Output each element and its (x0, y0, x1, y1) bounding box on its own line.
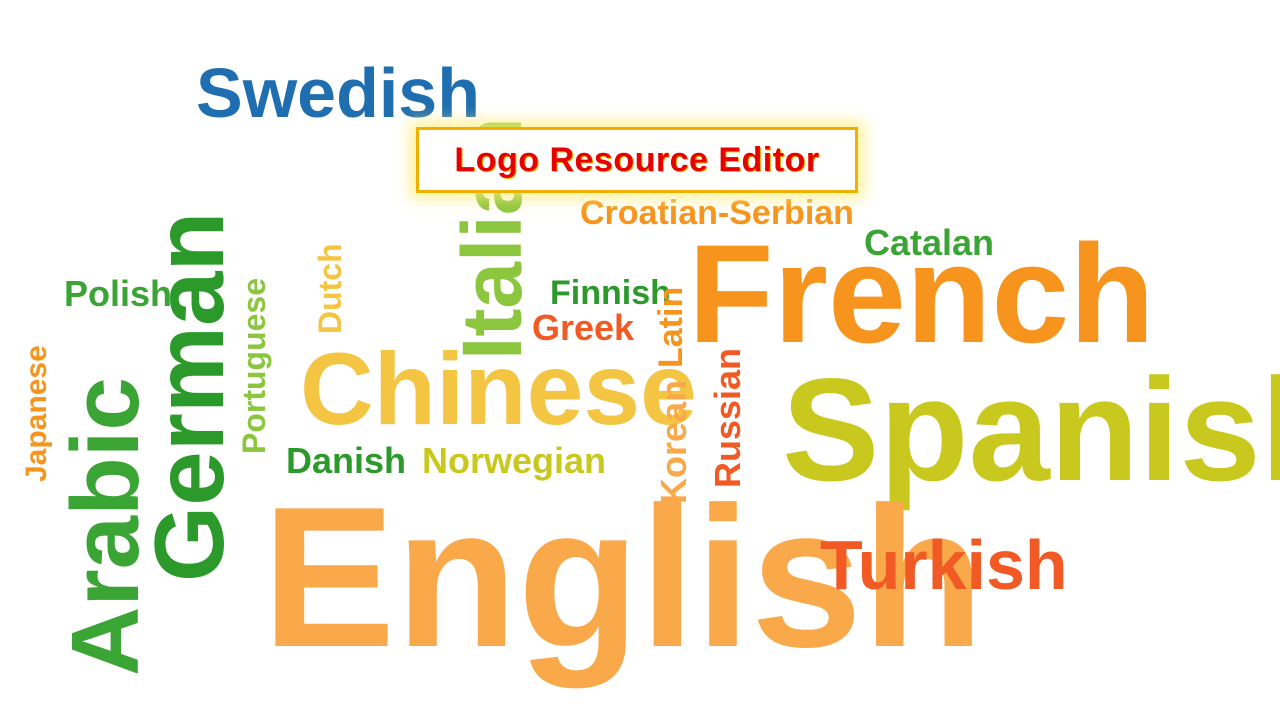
word-korean: Korean (653, 379, 694, 504)
word-norwegian: Norwegian (422, 440, 607, 481)
word-catalan: Catalan (864, 222, 995, 263)
word-swedish: Swedish (196, 54, 480, 132)
word-turkish: Turkish (820, 526, 1068, 604)
word-french: French (688, 215, 1155, 372)
title-banner: Logo Resource Editor (416, 127, 858, 193)
word-polish: Polish (64, 273, 173, 314)
word-greek: Greek (532, 307, 635, 348)
word-croatian-serbian: Croatian-Serbian (580, 194, 854, 232)
word-latin: Latin (652, 286, 690, 368)
word-spanish: Spanish (782, 348, 1280, 511)
word-english: English (262, 466, 985, 689)
word-chinese: Chinese (300, 332, 697, 446)
word-finnish: Finnish (550, 274, 671, 312)
page-title: Logo Resource Editor (454, 140, 820, 179)
word-dutch: Dutch (312, 243, 348, 334)
word-arabic: Arabic (52, 377, 159, 676)
word-danish: Danish (286, 440, 407, 481)
word-russian: Russian (707, 347, 748, 488)
word-japanese: Japanese (20, 345, 53, 482)
word-portuguese: Portuguese (236, 277, 272, 454)
